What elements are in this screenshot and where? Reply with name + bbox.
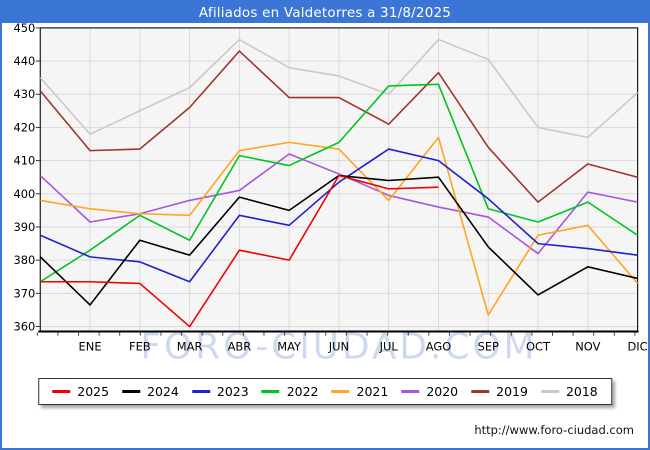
svg-text:400: 400: [13, 187, 35, 201]
series-line-2023: [39, 148, 638, 283]
legend-item-2023: 2023: [191, 384, 249, 399]
legend-item-2025: 2025: [52, 384, 109, 399]
series-line-2018: [39, 38, 639, 139]
legend-item-2019: 2019: [471, 384, 528, 399]
svg-text:FEB: FEB: [129, 339, 151, 353]
legend-item-2020: 2020: [401, 384, 458, 399]
legend-label-2023: 2023: [216, 384, 249, 399]
svg-text:450: 450: [13, 21, 35, 35]
axis-ticks: [35, 27, 636, 336]
chart-title: Afiliados en Valdetorres a 31/8/2025: [198, 4, 452, 21]
svg-text:JUL: JUL: [379, 339, 399, 353]
legend-swatch-2021: [331, 390, 350, 393]
svg-text:370: 370: [13, 286, 35, 300]
legend-label-2018: 2018: [565, 384, 598, 399]
series-line-2022: [39, 83, 639, 283]
legend-label-2021: 2021: [356, 384, 389, 399]
legend-label-2024: 2024: [147, 384, 179, 399]
svg-text:OCT: OCT: [526, 339, 551, 353]
svg-text:380: 380: [13, 253, 35, 267]
svg-text:ENE: ENE: [79, 339, 102, 353]
svg-text:AGO: AGO: [426, 339, 452, 353]
svg-text:390: 390: [13, 220, 35, 234]
svg-text:360: 360: [13, 320, 35, 334]
legend-item-2024: 2024: [122, 384, 179, 399]
chart-legend: 2025 2024 2023 2022 2021 2020 2019 2018: [38, 378, 612, 405]
legend-label-2019: 2019: [496, 384, 528, 399]
footer-url[interactable]: http://www.foro-ciudad.com: [474, 423, 634, 437]
legend-label-2025: 2025: [77, 384, 110, 399]
series-line-2025: [40, 174, 439, 328]
legend-item-2021: 2021: [331, 384, 389, 399]
svg-text:440: 440: [13, 54, 35, 68]
legend-swatch-2020: [401, 390, 420, 393]
legend-swatch-2023: [191, 390, 210, 393]
svg-text:NOV: NOV: [575, 339, 600, 353]
watermark-text: FORO-CIUDAD.COM: [140, 326, 537, 367]
legend-swatch-2019: [471, 390, 490, 393]
svg-text:MAY: MAY: [277, 339, 302, 353]
legend-swatch-2024: [122, 390, 141, 393]
legend-swatch-2025: [52, 390, 71, 393]
svg-text:430: 430: [13, 87, 35, 101]
legend-label-2020: 2020: [426, 384, 459, 399]
series-line-2019: [39, 50, 638, 203]
legend-label-2022: 2022: [286, 384, 319, 399]
svg-text:420: 420: [13, 120, 35, 134]
svg-text:MAR: MAR: [177, 339, 203, 353]
svg-text:SEP: SEP: [478, 339, 499, 353]
chart-title-bar: Afiliados en Valdetorres a 31/8/2025: [2, 2, 648, 23]
svg-text:DIC: DIC: [628, 339, 648, 353]
svg-text:410: 410: [13, 154, 35, 168]
legend-item-2018: 2018: [540, 384, 598, 399]
y-axis-labels: 360 370 380 390 400 410 420 430 440 450: [13, 21, 35, 334]
x-axis-labels: ENE FEB MAR ABR MAY JUN JUL AGO SEP OCT NOV DIC: [79, 339, 648, 353]
legend-swatch-2018: [540, 390, 559, 393]
svg-text:JUN: JUN: [328, 339, 349, 353]
legend-item-2022: 2022: [261, 384, 319, 399]
svg-text:ABR: ABR: [228, 339, 252, 353]
legend-swatch-2022: [261, 390, 280, 393]
series-line-2021: [40, 136, 639, 316]
